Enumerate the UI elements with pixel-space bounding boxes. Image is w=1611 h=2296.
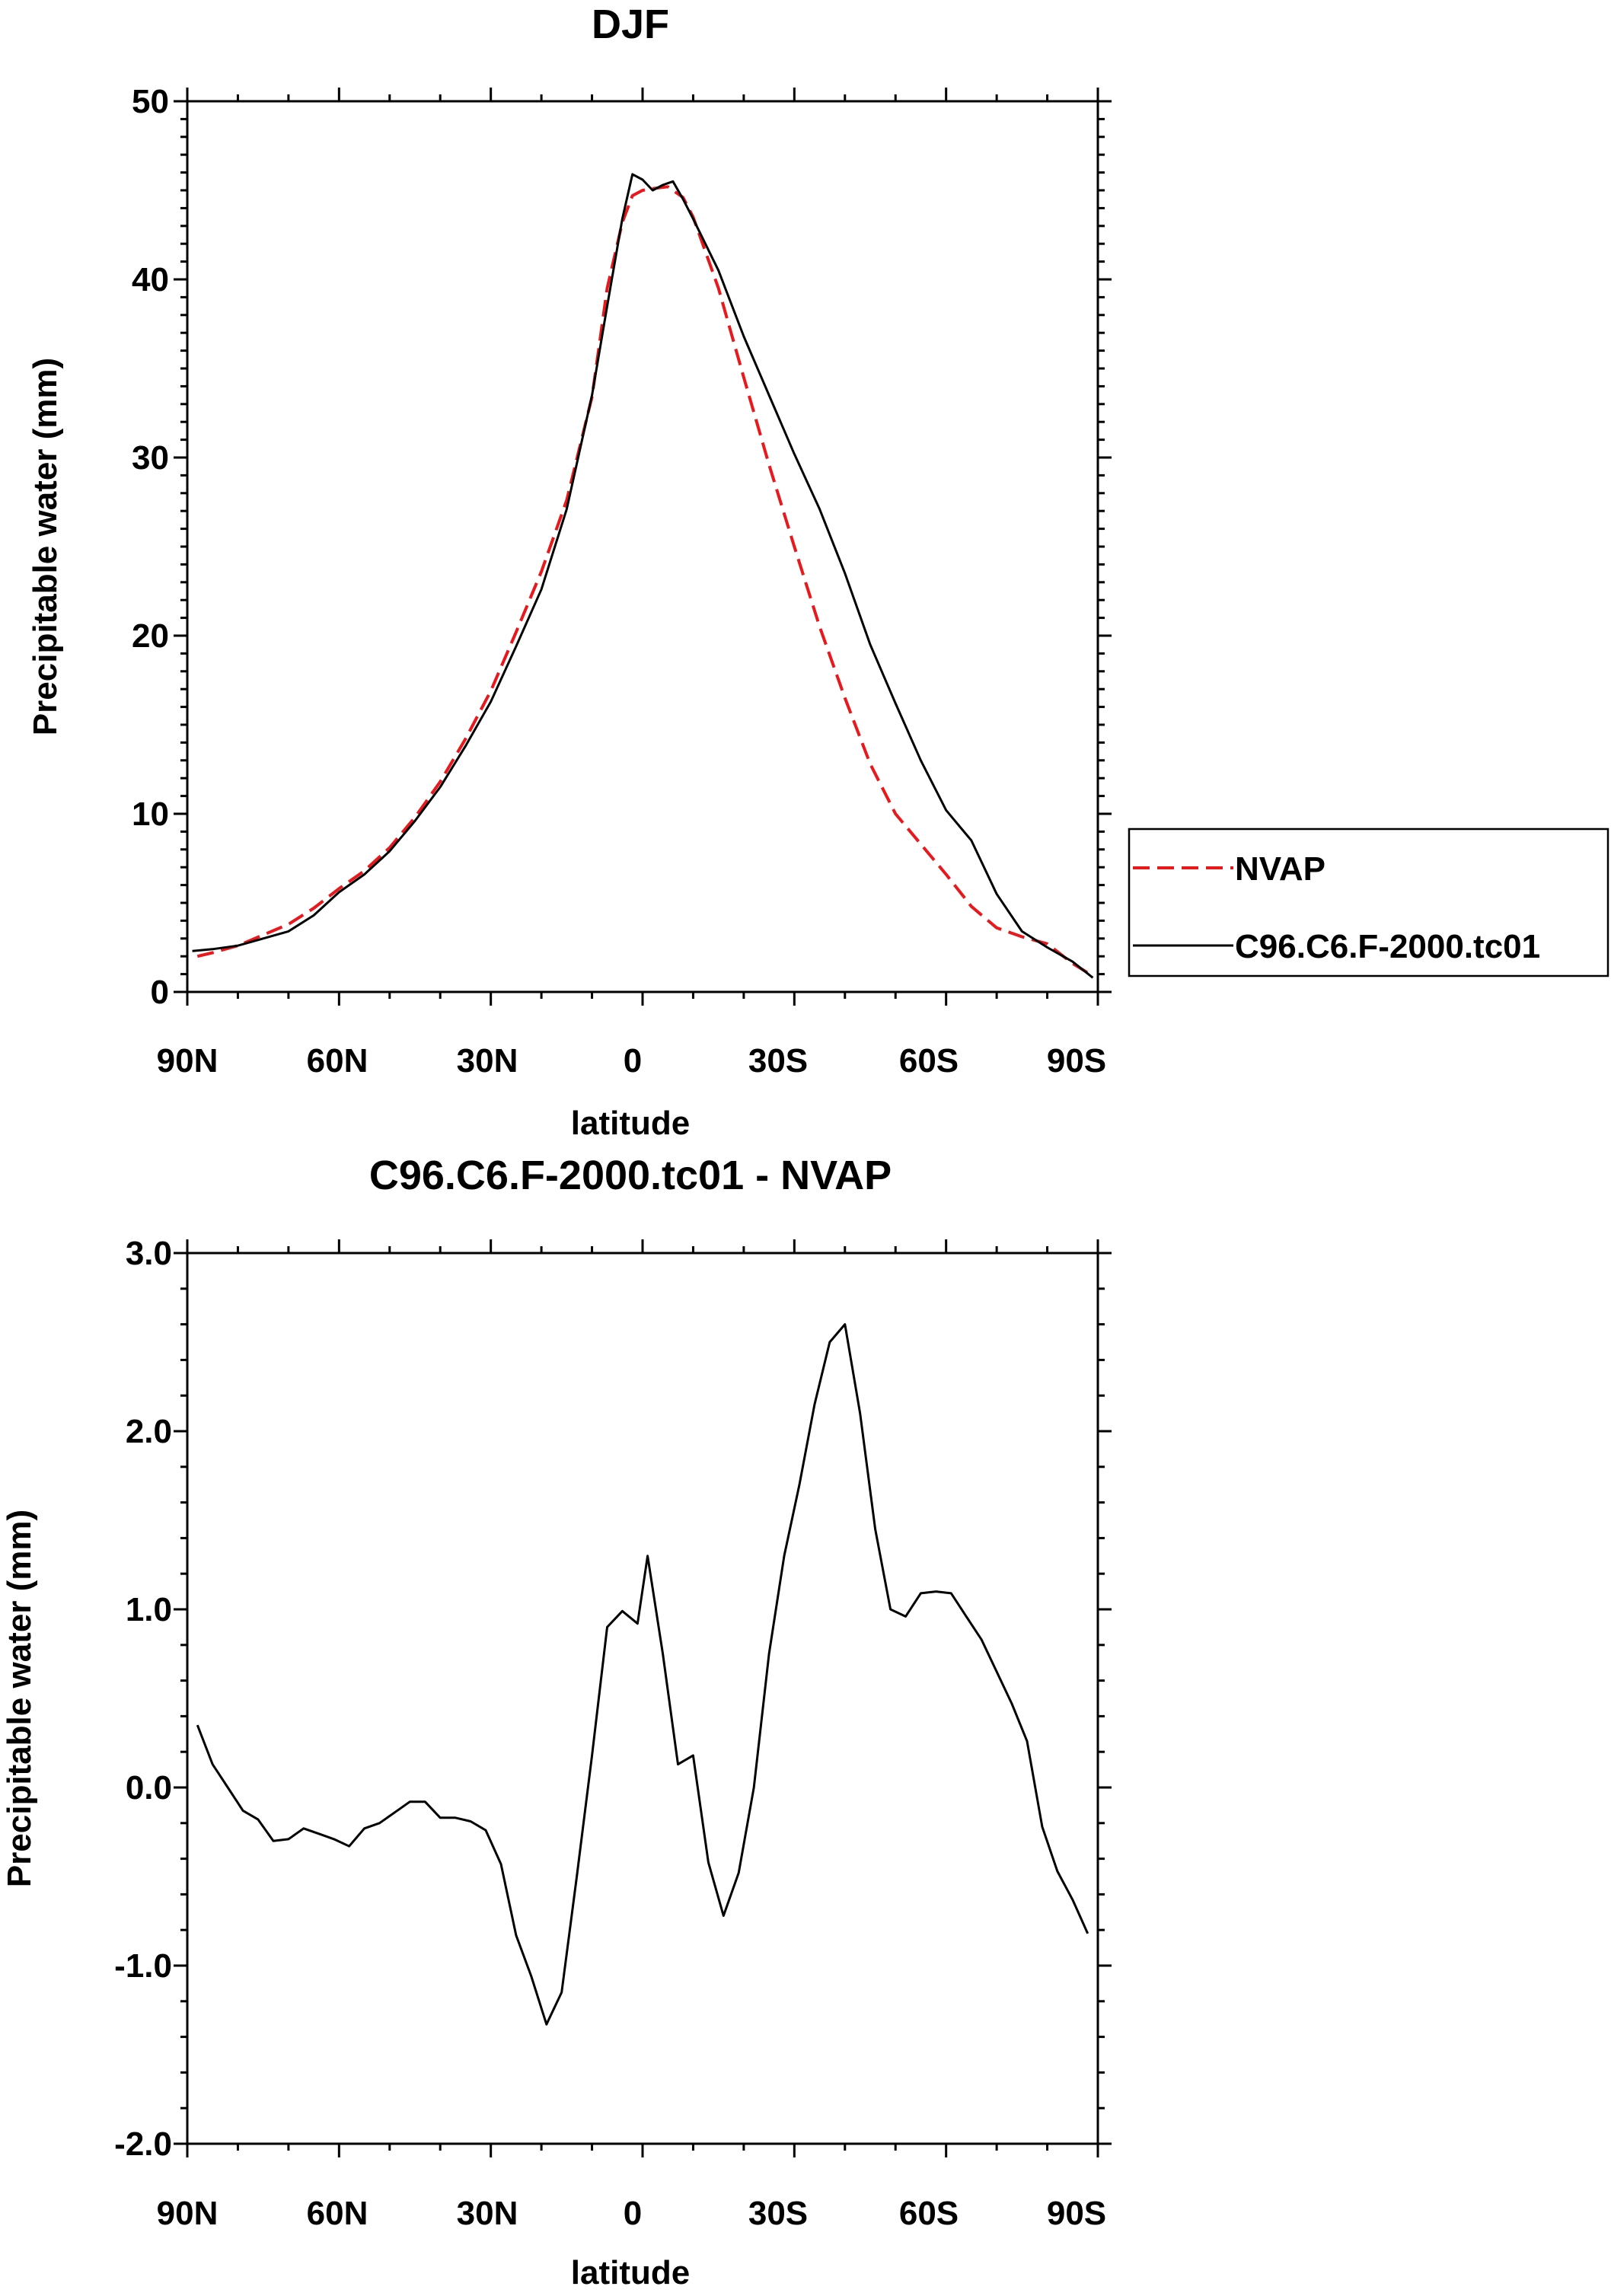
y-tick-label: 50 <box>132 83 169 120</box>
x-tick-label: 90S <box>1047 2195 1106 2232</box>
series-line-nvap <box>196 185 1094 977</box>
legend: NVAP C96.C6.F-2000.tc01 <box>1128 828 1609 977</box>
x-tick-label: 30N <box>457 2195 518 2232</box>
x-tick-labels: 90N 60N 30N 0 30S 60S 90S <box>157 2195 1107 2232</box>
y-tick-label: 2.0 <box>126 1413 172 1450</box>
x-tick-label: 30N <box>457 1042 518 1079</box>
y-tick-label: 3.0 <box>126 1235 172 1272</box>
x-tick-label: 60N <box>307 1042 368 1079</box>
x-tick-label: 60S <box>899 1042 959 1079</box>
legend-box <box>1128 828 1609 977</box>
y-tick-labels: 3.0 2.0 1.0 0.0 -1.0 -2.0 <box>114 1235 172 2163</box>
y-tick-label: 40 <box>132 261 169 298</box>
x-tick-label: 60S <box>899 2195 959 2232</box>
plot-frame <box>186 1252 1099 2145</box>
series-group <box>192 173 1094 979</box>
y-axis-label: Precipitable water (mm) <box>1 1510 38 1887</box>
panel-djf: DJF 50 40 30 20 10 0 90N 60N 30N 0 30S 6… <box>27 2 1609 1142</box>
chart-title: C96.C6.F-2000.tc01 - NVAP <box>369 1153 892 1198</box>
tick-marks <box>174 88 1112 1006</box>
x-tick-label: 90N <box>157 1042 219 1079</box>
y-axis-label: Precipitable water (mm) <box>27 358 64 735</box>
x-tick-label: 90N <box>157 2195 219 2232</box>
series-line-c96-c6-f-2000-tc01 <box>192 173 1094 979</box>
y-tick-label: 20 <box>132 617 169 655</box>
x-tick-label: 90S <box>1047 1042 1106 1079</box>
y-tick-label: -2.0 <box>114 2125 172 2163</box>
series-group <box>196 1323 1089 2026</box>
x-tick-label: 0 <box>624 2195 642 2232</box>
x-tick-labels: 90N 60N 30N 0 30S 60S 90S <box>157 1042 1107 1079</box>
tick-marks <box>174 1239 1112 2157</box>
panel-difference: C96.C6.F-2000.tc01 - NVAP 3.0 2.0 1.0 0.… <box>1 1153 1112 2291</box>
series-line-c96-c6-f-2000-tc01-nvap <box>196 1323 1089 2026</box>
x-tick-label: 0 <box>624 1042 642 1079</box>
y-tick-label: 0.0 <box>126 1769 172 1807</box>
x-tick-label: 30S <box>748 2195 808 2232</box>
x-axis-label: latitude <box>571 2254 690 2291</box>
legend-label-model: C96.C6.F-2000.tc01 <box>1235 928 1540 965</box>
y-tick-label: 0 <box>151 974 169 1011</box>
plot-frame <box>186 100 1099 993</box>
y-tick-label: 30 <box>132 439 169 477</box>
x-tick-label: 30S <box>748 1042 808 1079</box>
y-tick-label: 10 <box>132 796 169 833</box>
legend-label-nvap: NVAP <box>1235 850 1325 888</box>
x-axis-label: latitude <box>571 1105 690 1142</box>
x-tick-label: 60N <box>307 2195 368 2232</box>
y-tick-label: 1.0 <box>126 1591 172 1628</box>
y-tick-label: -1.0 <box>114 1947 172 1985</box>
chart-title: DJF <box>592 2 669 47</box>
y-tick-labels: 50 40 30 20 10 0 <box>132 83 169 1011</box>
